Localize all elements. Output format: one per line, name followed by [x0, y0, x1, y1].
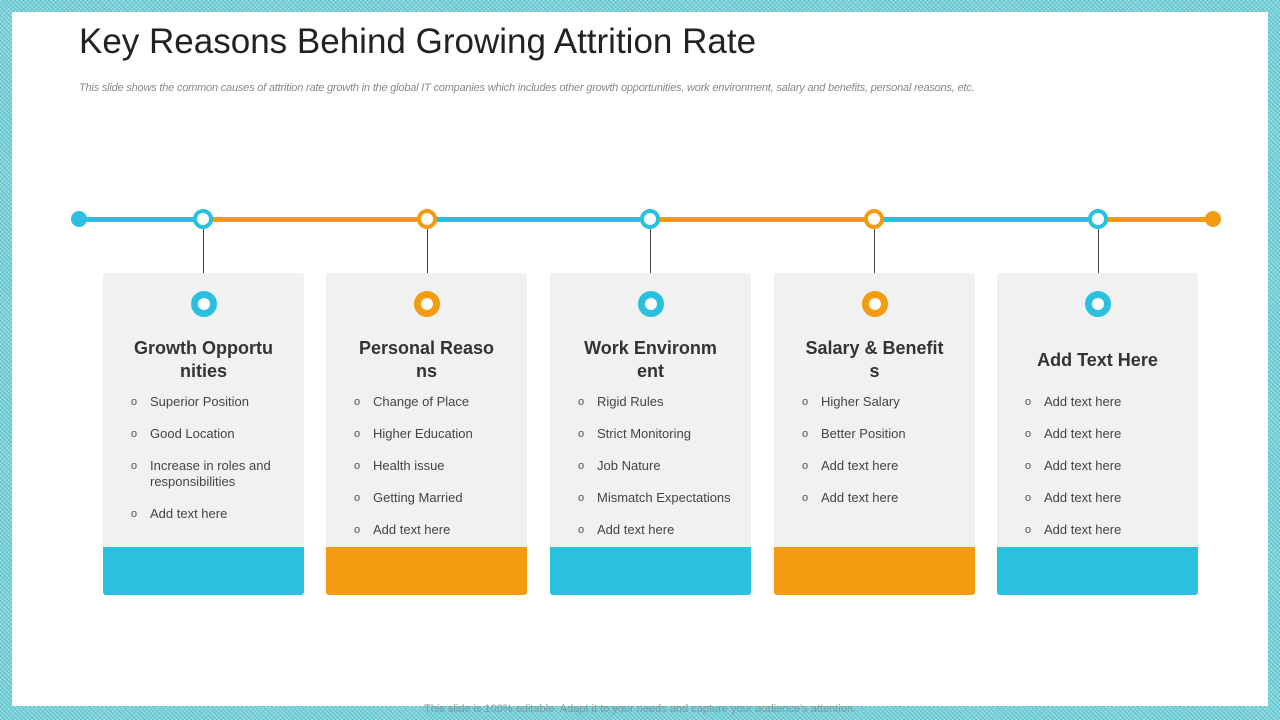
footer-note: This slide is 100% editable. Adapt it to…: [424, 703, 856, 715]
card-title: Add Text Here: [1037, 349, 1158, 370]
card-color-band: [774, 547, 975, 595]
card-node-icon: [414, 291, 440, 317]
list-item: Better Position: [802, 426, 967, 442]
list-item: Getting Married: [354, 490, 519, 506]
timeline-segment: [79, 217, 203, 222]
list-item: Job Nature: [578, 458, 743, 474]
timeline-segment: [1098, 217, 1213, 222]
card-title: Work Environment: [584, 338, 717, 381]
reason-card: Salary & Benefits Higher Salary Better Pos…: [774, 273, 975, 595]
card-title: Personal Reasons: [358, 338, 495, 381]
card-color-band: [326, 547, 527, 595]
connector-line: [1098, 229, 1099, 293]
list-item: Good Location: [131, 426, 296, 442]
timeline-node: [864, 209, 884, 229]
subtitle: This slide shows the common causes of at…: [79, 82, 975, 94]
list-item: Strict Monitoring: [578, 426, 743, 442]
timeline-segment: [203, 217, 427, 222]
list-item: Add text here: [1025, 394, 1190, 410]
timeline-segment: [427, 217, 650, 222]
list-item: Add text here: [1025, 426, 1190, 442]
card-color-band: [550, 547, 751, 595]
reason-card: Growth Opportunities Superior Position Goo…: [103, 273, 304, 595]
list-item: Higher Education: [354, 426, 519, 442]
timeline-node: [193, 209, 213, 229]
card-node-icon: [1085, 291, 1111, 317]
list-item: Mismatch Expectations: [578, 490, 743, 506]
list-item: Add text here: [802, 490, 967, 506]
list-item: Higher Salary: [802, 394, 967, 410]
list-item: Rigid Rules: [578, 394, 743, 410]
timeline-node: [640, 209, 660, 229]
list-item: Add text here: [1025, 522, 1190, 538]
card-color-band: [103, 547, 304, 595]
connector-line: [874, 229, 875, 293]
list-item: Add text here: [802, 458, 967, 474]
list-item: Superior Position: [131, 394, 296, 410]
timeline-segment: [650, 217, 874, 222]
connector-line: [203, 229, 204, 293]
list-item: Add text here: [1025, 490, 1190, 506]
card-list: Higher Salary Better Position Add text her…: [802, 394, 967, 522]
list-item: Add text here: [1025, 458, 1190, 474]
list-item: Increase in roles and responsibilities: [131, 458, 296, 490]
list-item: Change of Place: [354, 394, 519, 410]
timeline-segment: [874, 217, 1098, 222]
list-item: Add text here: [131, 506, 296, 522]
timeline-start-dot: [71, 211, 87, 227]
connector-line: [427, 229, 428, 293]
list-item: Add text here: [354, 522, 519, 538]
connector-line: [650, 229, 651, 293]
timeline-node: [417, 209, 437, 229]
card-list: Change of Place Higher Education Health is…: [354, 394, 519, 554]
card-title: Growth Opportunities: [134, 338, 273, 381]
card-title: Salary & Benefits: [805, 338, 944, 381]
timeline-node: [1088, 209, 1108, 229]
timeline-end-dot: [1205, 211, 1221, 227]
card-list: Superior Position Good Location Increase i…: [131, 394, 296, 538]
card-color-band: [997, 547, 1198, 595]
card-node-icon: [862, 291, 888, 317]
card-list: Add text here Add text here Add text here A…: [1025, 394, 1190, 554]
card-list: Rigid Rules Strict Monitoring Job Nature Mi…: [578, 394, 743, 554]
card-node-icon: [638, 291, 664, 317]
list-item: Health issue: [354, 458, 519, 474]
card-node-icon: [191, 291, 217, 317]
reason-card: Personal Reasons Change of Place Higher Ed…: [326, 273, 527, 595]
reason-card: Work Environment Rigid Rules Strict Monito…: [550, 273, 751, 595]
list-item: Add text here: [578, 522, 743, 538]
page-title: Key Reasons Behind Growing Attrition Rat…: [79, 22, 757, 61]
